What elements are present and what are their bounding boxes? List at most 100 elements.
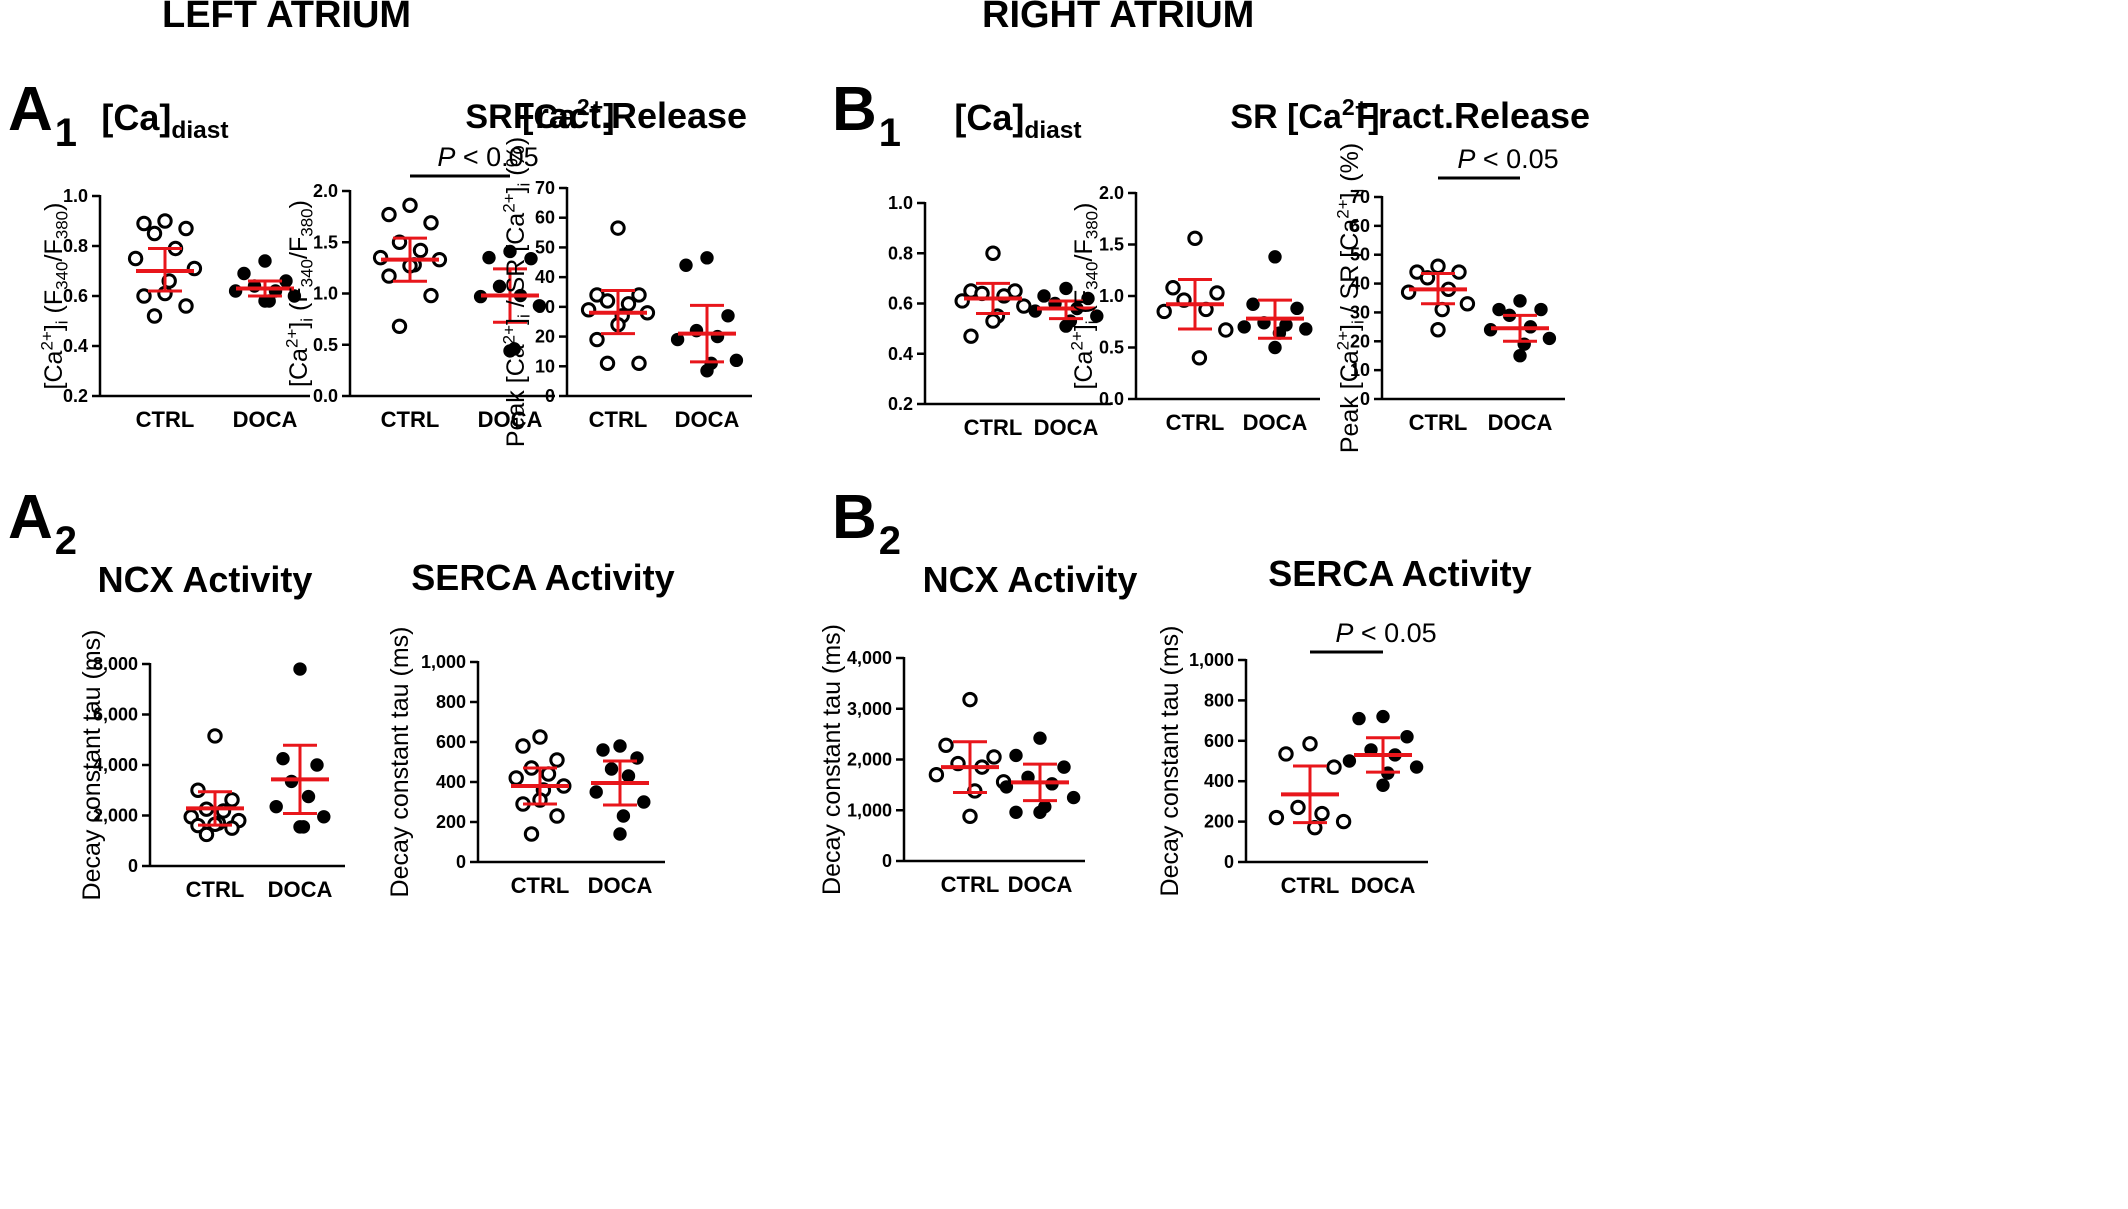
y-axis-label-part: i [515, 314, 534, 318]
y-tick-label: 0.5 [313, 335, 338, 355]
y-axis-label-part: [Ca [40, 350, 68, 389]
x-category-label: CTRL [136, 407, 195, 432]
y-tick-label: 30 [1350, 302, 1370, 322]
data-point-filled [999, 780, 1014, 794]
panel-label-b2: B2 [832, 482, 901, 563]
panel-label-a1-letter: A [8, 75, 53, 144]
section-title-right: RIGHT ATRIUM [982, 0, 1255, 36]
panel-label-b1-letter: B [832, 75, 877, 144]
y-axis-label-part: ] [285, 322, 313, 329]
y-axis-label-part: Decay constant tau (ms) [1156, 626, 1184, 897]
y-axis-label-part: 2+ [500, 193, 519, 212]
data-point-open [1278, 746, 1294, 762]
significance-label: P < 0.05 [1335, 618, 1436, 648]
y-tick-label: 0.4 [888, 344, 913, 364]
data-point-open [508, 770, 524, 786]
data-point-open [391, 318, 408, 334]
data-point-filled [317, 810, 331, 824]
significance-label: P < 0.05 [437, 142, 538, 172]
panel-label-b1: B1 [832, 74, 901, 155]
data-point-filled [301, 789, 316, 804]
y-tick-label: 200 [1204, 812, 1234, 832]
y-axis-label-part: /F [1070, 239, 1098, 261]
data-point-filled [1299, 322, 1313, 336]
y-tick-label: 3,000 [847, 699, 892, 719]
chart-4: NCX Activity Decay constant tau (ms) 0 2,00… [78, 559, 345, 902]
data-point-filled [1059, 281, 1073, 296]
y-tick-label: 70 [1350, 187, 1370, 207]
y-axis-label-part: 2+ [500, 325, 519, 344]
y-tick-label: 1,000 [421, 652, 466, 672]
data-point-open [178, 298, 194, 314]
data-point-filled [1237, 320, 1251, 334]
y-axis-label-part: ] [1336, 324, 1364, 331]
data-point-open [178, 220, 194, 237]
y-tick-label: 1.5 [313, 232, 338, 252]
x-category-label: DOCA [1008, 872, 1073, 897]
data-point-open [1191, 350, 1208, 366]
data-point-filled [1492, 302, 1506, 317]
data-point-open [423, 287, 439, 304]
data-point-filled [237, 266, 251, 281]
y-tick-label: 1.5 [1099, 235, 1124, 255]
y-axis-label-part: i [515, 183, 534, 187]
data-point-filled [284, 774, 299, 789]
y-axis-label-part: Decay constant tau (ms) [386, 627, 414, 898]
y-tick-label: 60 [1350, 216, 1370, 236]
y-axis-label-part: /F [285, 237, 313, 259]
data-point-open [381, 268, 397, 284]
y-axis-label-part: i [298, 318, 317, 322]
chart-10: SERCA Activity Decay constant tau (ms) 0 20… [1156, 553, 1532, 898]
data-point-filled [532, 299, 547, 313]
data-point-open [523, 826, 540, 842]
data-point-filled [721, 309, 735, 323]
data-point-open [1302, 736, 1318, 752]
data-point-open [402, 197, 418, 214]
data-point-filled [729, 353, 744, 368]
data-point-open [190, 782, 206, 798]
data-point-filled [1352, 711, 1366, 726]
y-axis-label-part: 340 [1083, 261, 1102, 289]
y-axis-label-part: 380 [1083, 211, 1102, 239]
data-point-open [1326, 759, 1342, 775]
data-point-open [962, 691, 978, 708]
y-tick-label: 0.6 [888, 294, 913, 314]
y-axis-label: Decay constant tau (ms) [1156, 626, 1184, 897]
y-axis-label-part: 2+ [38, 331, 57, 350]
significance-label: P < 0.05 [1457, 144, 1558, 174]
y-tick-label: 2.0 [313, 181, 338, 201]
chart-title-part: ] [1368, 98, 1379, 136]
data-point-filled [613, 739, 627, 753]
y-tick-label: 0 [456, 852, 466, 872]
x-category-label: CTRL [186, 877, 245, 902]
data-point-open [1314, 805, 1330, 822]
data-point-open [1209, 285, 1225, 301]
data-point-open [985, 313, 1001, 329]
panel-label-a2-letter: A [8, 483, 53, 552]
data-point-open [928, 767, 945, 783]
chart-9: NCX Activity Decay constant tau (ms) 0 1,00… [818, 559, 1137, 897]
data-point-filled [1400, 730, 1414, 744]
y-axis-label-part: 340 [53, 261, 72, 289]
data-point-filled [1542, 331, 1557, 346]
data-point-filled [1268, 340, 1282, 355]
data-point-open [938, 737, 954, 753]
data-point-filled [276, 751, 290, 766]
y-tick-label: 0.8 [888, 243, 913, 263]
chart-title-part: NCX Activity [98, 559, 313, 600]
data-point-filled [1513, 349, 1527, 363]
y-axis-label-part: i [53, 320, 72, 324]
data-point-filled [1376, 778, 1390, 792]
chart-5: SERCA Activity Decay constant tau (ms) 0 20… [386, 557, 675, 898]
data-point-filled [1057, 760, 1071, 774]
x-category-label: CTRL [589, 407, 648, 432]
panel-label-a2-sub: 2 [54, 519, 78, 563]
y-tick-label: 800 [1204, 690, 1234, 710]
panel-label-b2-sub: 2 [878, 519, 902, 563]
y-tick-label: 0 [882, 851, 892, 871]
y-tick-label: 0.0 [1099, 389, 1124, 409]
chart-title-part: SR [Ca [1230, 98, 1343, 136]
data-point-filled [310, 758, 324, 772]
y-axis-label-part: ) [285, 200, 313, 208]
